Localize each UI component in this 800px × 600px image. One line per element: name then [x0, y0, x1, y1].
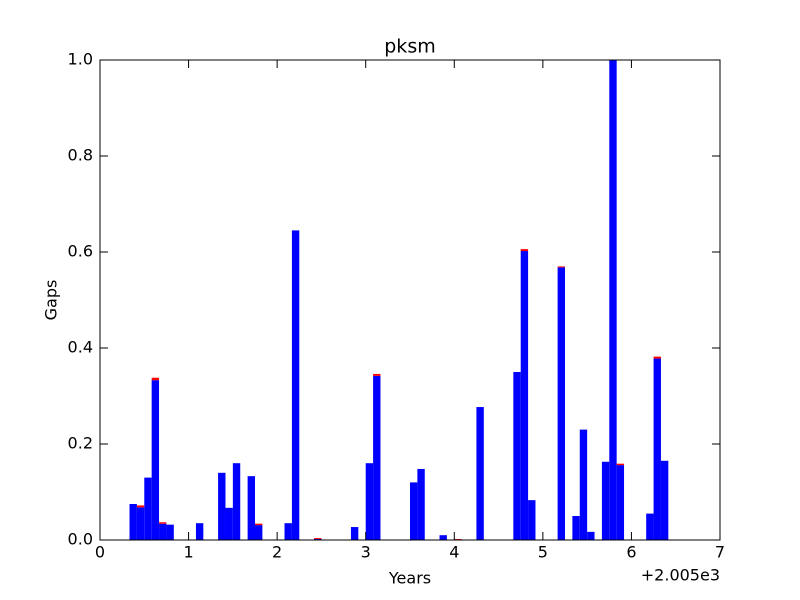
- x-tick-label: 1: [183, 543, 193, 562]
- x-offset-label: +2.005e3: [641, 566, 720, 585]
- x-tick-label: 3: [361, 543, 371, 562]
- bar: [151, 377, 160, 381]
- bar: [284, 523, 292, 540]
- y-tick-label: 0.4: [68, 338, 93, 357]
- bar: [557, 267, 565, 540]
- bar: [129, 504, 137, 540]
- bar: [151, 380, 160, 540]
- bar: [646, 513, 654, 540]
- bar: [350, 527, 359, 540]
- bar: [579, 429, 588, 540]
- bar: [520, 249, 529, 252]
- bar: [616, 463, 625, 466]
- bar: [159, 523, 167, 540]
- bar: [255, 525, 263, 540]
- bar: [609, 60, 617, 540]
- bar: [653, 358, 661, 540]
- x-tick-label: 5: [538, 543, 548, 562]
- bar: [195, 523, 204, 540]
- y-tick-label: 0.0: [68, 530, 93, 549]
- bar: [373, 375, 381, 540]
- x-tick-label: 0: [95, 543, 105, 562]
- bar: [365, 463, 374, 540]
- bar: [166, 524, 174, 540]
- bar: [520, 251, 529, 541]
- bar: [439, 535, 447, 540]
- bar: [255, 523, 263, 526]
- bar: [373, 373, 381, 376]
- bar: [159, 522, 167, 524]
- x-axis-label: Years: [388, 569, 431, 588]
- bar: [225, 507, 233, 540]
- bar: [557, 266, 565, 268]
- bar: [136, 505, 145, 508]
- y-tick-label: 1.0: [68, 50, 93, 69]
- bar: [587, 531, 595, 540]
- plot-frame: [99, 59, 721, 541]
- y-tick-label: 0.6: [68, 242, 93, 261]
- x-tick-label: 2: [272, 543, 282, 562]
- bar: [653, 356, 661, 359]
- bar: [247, 476, 255, 540]
- y-tick-label: 0.2: [68, 434, 93, 453]
- bar: [660, 460, 669, 540]
- bar: [616, 465, 625, 540]
- bar: [218, 472, 226, 540]
- bar: [572, 516, 580, 540]
- bar: [136, 507, 145, 540]
- x-tick-label: 6: [626, 543, 636, 562]
- x-tick-label: 4: [449, 543, 459, 562]
- bar: [528, 500, 536, 540]
- bar: [601, 461, 610, 540]
- bar: [291, 230, 300, 540]
- y-axis-label: Gaps: [42, 280, 61, 321]
- x-tick-label: 7: [715, 543, 725, 562]
- y-tick-label: 0.8: [68, 146, 93, 165]
- bar: [417, 468, 425, 540]
- bar: [476, 407, 484, 540]
- bar: [144, 477, 152, 540]
- chart-title: pksm: [384, 36, 435, 58]
- bar: [513, 372, 521, 540]
- bar: [232, 463, 241, 540]
- bar: [410, 482, 418, 540]
- bar: [314, 538, 322, 540]
